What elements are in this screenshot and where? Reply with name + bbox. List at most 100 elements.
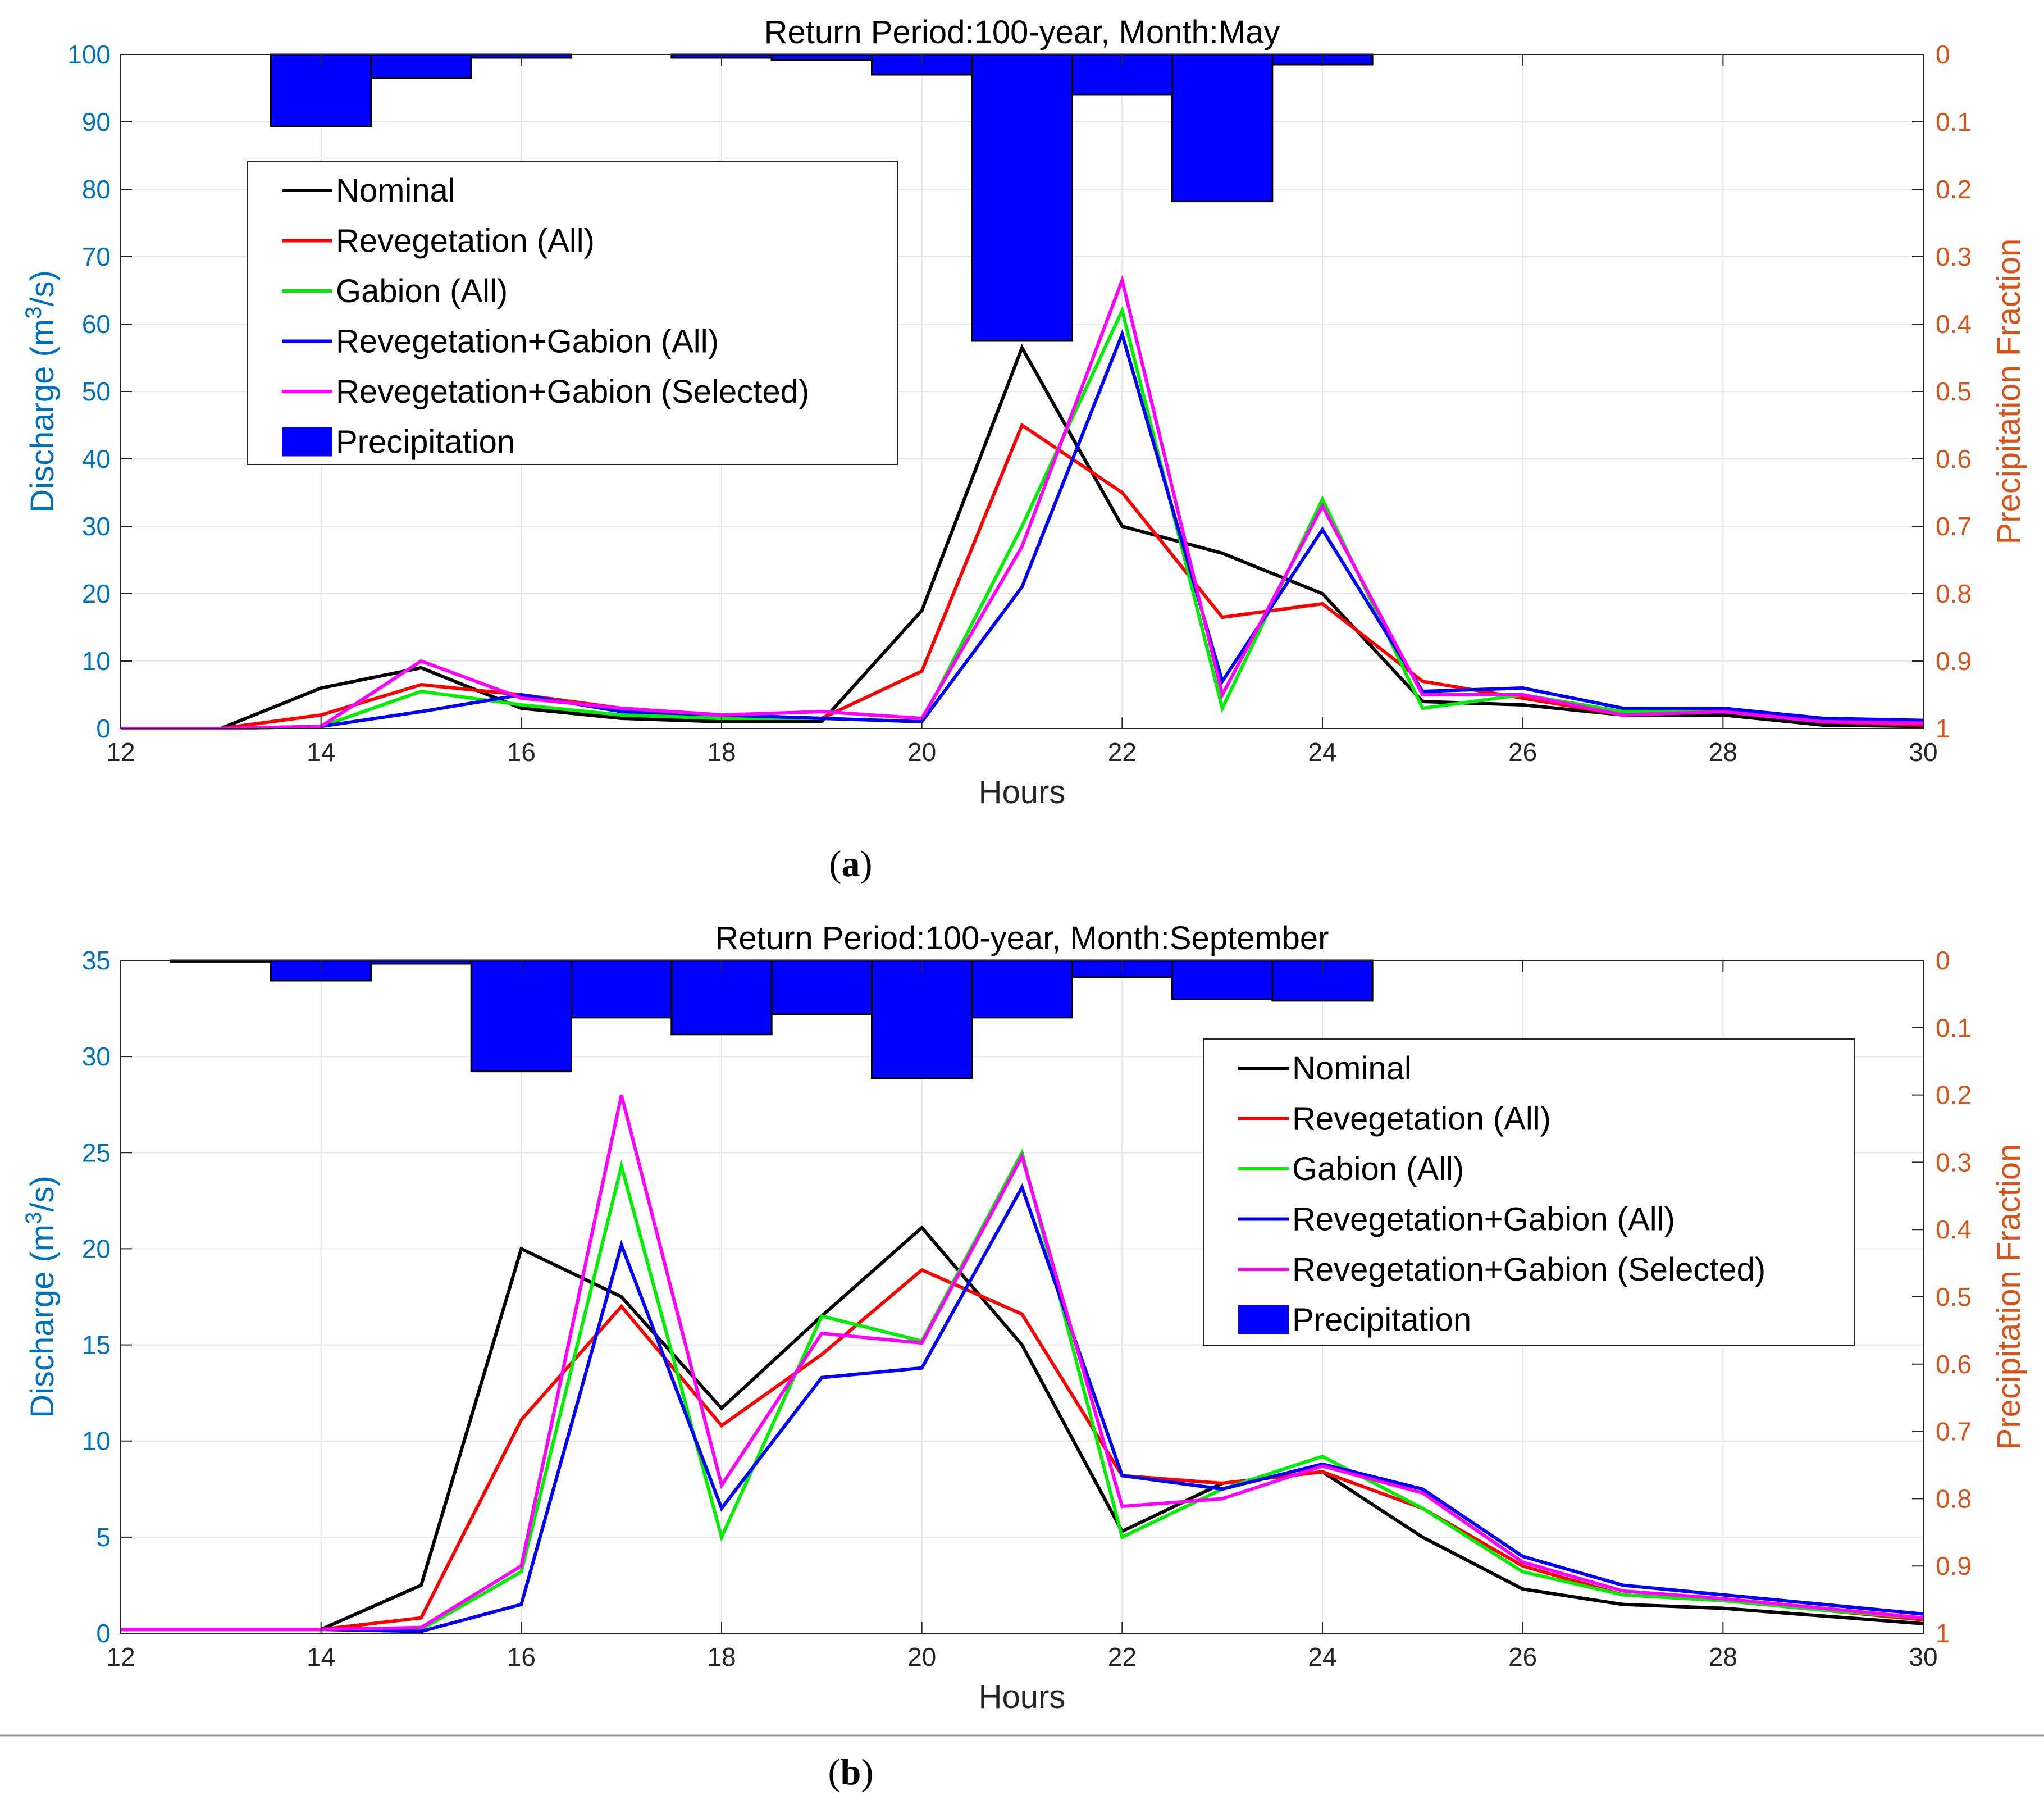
legend: Nominal Revegetation (All) Gabion (All) Rev…: [1203, 1038, 1855, 1346]
legend-entry-label: Precipitation: [336, 424, 515, 461]
y-tick-label: 25: [82, 1138, 111, 1167]
y2-tick-label: 0.1: [1936, 107, 1972, 136]
y-tick-label: 35: [82, 946, 111, 975]
legend-entry-label: Revegetation+Gabion (Selected): [336, 373, 809, 410]
y2-tick-label: 0.8: [1936, 1484, 1972, 1513]
series-line-4: [121, 1183, 1924, 1633]
panel-caption: (a): [829, 844, 873, 885]
caption-letter: b: [841, 1752, 861, 1793]
x-tick-label: 28: [1709, 737, 1737, 767]
y2-tick-label: 1: [1936, 1619, 1950, 1648]
x-tick-label: 24: [1308, 737, 1336, 767]
y2-tick-label: 0.3: [1936, 1147, 1972, 1177]
y-tick-label: 70: [82, 242, 111, 271]
caption-open-paren: (: [828, 1752, 841, 1793]
precipitation-bar: [971, 959, 1073, 1019]
y-tick-label: 10: [82, 1427, 111, 1456]
y-tick-label: 0: [96, 714, 111, 743]
y-tick-label: 60: [82, 309, 111, 339]
x-tick-label: 28: [1709, 1642, 1737, 1671]
y-axis-label: Discharge (m3/s): [21, 1176, 61, 1418]
x-tick-label: 16: [507, 737, 536, 767]
y-tick-label: 30: [82, 1042, 111, 1071]
x-tick-label: 12: [106, 737, 135, 767]
caption-open-paren: (: [829, 844, 842, 885]
legend-entry-label: Revegetation+Gabion (All): [336, 324, 719, 360]
precipitation-bars: [170, 959, 1374, 1079]
y2-tick-label: 0.7: [1936, 512, 1972, 541]
y2-tick-label: 0.4: [1936, 309, 1972, 339]
legend-entry-label: Revegetation (All): [336, 223, 595, 259]
series-line-5: [121, 274, 1924, 730]
y2-tick-label: 0: [1936, 946, 1950, 975]
precipitation-bar: [971, 53, 1073, 342]
precipitation-bar: [470, 959, 573, 1073]
y-tick-label: 30: [82, 512, 111, 541]
series-line-1: [121, 1225, 1924, 1632]
caption-letter: a: [842, 844, 860, 885]
legend-entry-label: Revegetation+Gabion (Selected): [1292, 1251, 1765, 1288]
y-axis-label-sup: 3: [21, 307, 46, 319]
y-tick-label: 15: [82, 1331, 111, 1360]
legend-box: [1203, 1038, 1855, 1346]
legend-entry-label: Precipitation: [1292, 1302, 1471, 1338]
legend-entry-label: Gabion (All): [336, 273, 508, 309]
chart-title: Return Period:100-year, Month:May: [764, 14, 1280, 51]
x-axis-label: Hours: [979, 1679, 1066, 1715]
y2-tick-label: 0.8: [1936, 579, 1972, 608]
precipitation-bar: [770, 53, 873, 61]
panel-b-chart: 12 14 16 18 20 22 24 26 28 30 0 5 10 15 20 25 30 35 0 0.1 0.…: [21, 920, 2027, 1793]
x-tick-label: 30: [1909, 737, 1937, 767]
legend-entry-label: Revegetation (All): [1292, 1101, 1551, 1137]
precipitation-bar: [571, 959, 673, 1019]
y2-tick-label: 0.4: [1936, 1215, 1972, 1244]
y-axis-label-post: /s): [24, 1176, 61, 1211]
series-line-3: [121, 1148, 1924, 1632]
x-tick-label: 30: [1909, 1642, 1937, 1671]
precipitation-bar: [370, 53, 472, 79]
precipitation-bar: [270, 53, 372, 127]
precipitation-bar: [1171, 53, 1274, 203]
y2-tick-label: 0.9: [1936, 1551, 1972, 1580]
y-tick-label: 5: [96, 1523, 111, 1552]
y2-tick-label: 0.6: [1936, 444, 1972, 473]
x-tick-label: 24: [1308, 1642, 1336, 1671]
series-line-4: [121, 329, 1924, 730]
x-tick-label: 18: [707, 1642, 736, 1671]
x-tick-label: 20: [907, 1642, 936, 1671]
series-lines: [121, 274, 1924, 730]
y2-tick-label: 0.7: [1936, 1417, 1972, 1446]
y-axis-label: Discharge (m3/s): [21, 270, 61, 513]
precipitation-bar: [871, 959, 973, 1079]
y2-tick-label: 0.1: [1936, 1013, 1972, 1042]
legend-entry-label: Nominal: [1292, 1050, 1412, 1087]
y-axis-label-sup: 3: [21, 1212, 46, 1224]
y-tick-label: 20: [82, 579, 111, 608]
legend-swatch-bar: [1238, 1305, 1289, 1334]
y-tick-label: 10: [82, 646, 111, 676]
y-axis-label-pre: Discharge (m: [24, 1224, 61, 1418]
x-tick-label: 14: [307, 737, 335, 767]
x-tick-label: 16: [507, 1642, 536, 1671]
x-axis-label: Hours: [979, 774, 1066, 810]
y2-axis-label: Precipitation Fraction: [1991, 239, 2027, 545]
y2-tick-label: 0.2: [1936, 175, 1972, 204]
y-tick-label: 40: [82, 444, 111, 473]
x-tick-label: 22: [1108, 1642, 1137, 1671]
precipitation-bar: [1171, 959, 1274, 1000]
y-tick-label: 80: [82, 175, 111, 204]
legend-entry-label: Gabion (All): [1292, 1151, 1464, 1187]
x-tick-label: 14: [307, 1642, 335, 1671]
precipitation-bar: [670, 959, 773, 1036]
caption-close-paren: ): [860, 844, 873, 885]
y-axis-label-post: /s): [24, 270, 61, 306]
legend-box: [247, 161, 898, 465]
tick-marks: [120, 54, 1924, 729]
panel-caption: (b): [828, 1752, 874, 1793]
y-tick-label: 100: [67, 40, 111, 69]
x-tick-label: 26: [1508, 737, 1537, 767]
x-tick-label: 18: [707, 737, 736, 767]
x-tick-label: 22: [1108, 737, 1137, 767]
y2-tick-label: 0.5: [1936, 377, 1972, 406]
